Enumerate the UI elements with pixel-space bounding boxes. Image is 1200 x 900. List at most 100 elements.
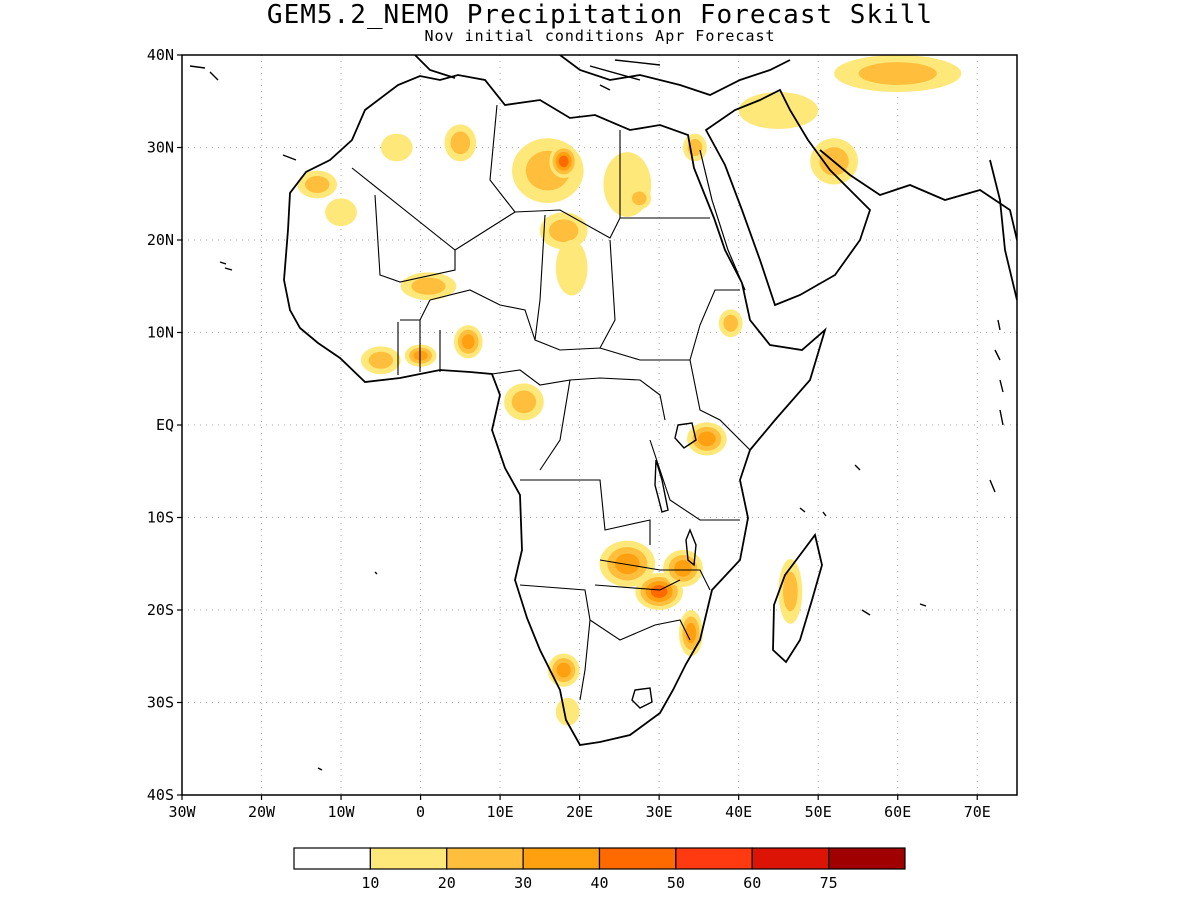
country-borders bbox=[351, 104, 751, 701]
skill-contour-1-1 bbox=[325, 198, 357, 227]
colorbar-box-0 bbox=[293, 847, 371, 870]
skill-contour-16-3 bbox=[698, 431, 716, 447]
skill-contour-13-3 bbox=[413, 350, 428, 361]
skill-region-22 bbox=[635, 573, 684, 610]
skill-contour-2-1 bbox=[380, 133, 413, 162]
skill-region-14 bbox=[453, 325, 483, 359]
axis-labels: 30W 20W 10W 0 10E 20E 30E 40E 50E 60E 70E 40N 30N 20N… bbox=[147, 46, 991, 821]
skill-contour-0-2 bbox=[304, 175, 330, 194]
skill-contour-9-2 bbox=[549, 219, 579, 243]
lon-label-6: 30E bbox=[646, 803, 673, 821]
lon-label-0: 30W bbox=[168, 803, 196, 821]
skill-region-12 bbox=[360, 346, 401, 375]
skill-region-0 bbox=[297, 170, 338, 199]
lon-label-4: 10E bbox=[487, 803, 514, 821]
lake-malawi bbox=[685, 528, 697, 567]
colorbar-label-4: 50 bbox=[667, 874, 685, 892]
lat-label-4: EQ bbox=[156, 416, 174, 434]
skill-contour-27-2 bbox=[783, 571, 798, 612]
colorbar-label-2: 30 bbox=[514, 874, 532, 892]
colorbar-box-6 bbox=[751, 847, 830, 870]
lake-victoria bbox=[674, 422, 697, 449]
skill-region-24 bbox=[679, 610, 703, 657]
skill-contour-25-3 bbox=[556, 662, 571, 678]
skill-contour-7-2 bbox=[631, 191, 647, 206]
skill-region-15 bbox=[504, 383, 544, 421]
skill-contour-26-1 bbox=[555, 697, 580, 726]
lon-label-1: 20W bbox=[248, 803, 276, 821]
plot-frame bbox=[181, 54, 1018, 796]
skill-region-9 bbox=[539, 212, 588, 250]
colorbar-box-7 bbox=[828, 847, 906, 870]
lat-label-0: 40N bbox=[147, 46, 174, 64]
lon-label-2: 10W bbox=[328, 803, 356, 821]
skill-region-25 bbox=[547, 653, 580, 687]
mediterranean-north-coastline bbox=[559, 55, 791, 96]
skill-region-1 bbox=[325, 198, 357, 227]
madagascar-coastline bbox=[772, 532, 823, 664]
skill-region-20 bbox=[834, 55, 962, 92]
skill-contour-12-2 bbox=[368, 351, 394, 369]
colorbar-box-2 bbox=[446, 847, 524, 870]
grid-lines bbox=[182, 55, 1017, 795]
lon-label-5: 20E bbox=[566, 803, 593, 821]
skill-contour-17-2 bbox=[723, 314, 739, 332]
skill-region-17 bbox=[718, 309, 743, 338]
lat-label-7: 30S bbox=[147, 694, 174, 712]
lat-label-3: 10N bbox=[147, 324, 174, 342]
lake-tanganyika bbox=[654, 459, 669, 513]
colorbar-label-0: 10 bbox=[361, 874, 379, 892]
skill-field bbox=[297, 55, 962, 726]
skill-contour-23-3 bbox=[674, 560, 692, 577]
skill-contour-21-3 bbox=[614, 553, 640, 575]
skill-contour-14-3 bbox=[461, 334, 475, 350]
skill-region-23 bbox=[663, 549, 703, 587]
lat-label-5: 10S bbox=[147, 509, 174, 527]
skill-region-26 bbox=[555, 697, 580, 726]
lat-label-2: 20N bbox=[147, 231, 174, 249]
persian-gulf-coastline bbox=[819, 149, 1017, 241]
lon-label-8: 50E bbox=[805, 803, 832, 821]
skill-region-18 bbox=[738, 92, 819, 129]
colorbar-label-1: 20 bbox=[438, 874, 456, 892]
colorbar-label-5: 60 bbox=[743, 874, 761, 892]
lon-label-7: 40E bbox=[725, 803, 752, 821]
skill-region-8 bbox=[683, 133, 707, 162]
colorbar-box-1 bbox=[369, 847, 448, 870]
skill-contour-3-2 bbox=[450, 131, 471, 155]
colorbar-box-4 bbox=[598, 847, 677, 870]
lon-label-9: 60E bbox=[884, 803, 911, 821]
lat-label-6: 20S bbox=[147, 601, 174, 619]
colorbar-box-3 bbox=[522, 847, 601, 870]
skill-contour-11-2 bbox=[411, 277, 446, 295]
lon-label-10: 70E bbox=[964, 803, 991, 821]
colorbar-box-5 bbox=[675, 847, 753, 870]
map-subtitle: Nov initial conditions Apr Forecast bbox=[424, 27, 776, 45]
lon-label-3: 0 bbox=[416, 803, 425, 821]
coastlines bbox=[189, 55, 1017, 771]
skill-region-2 bbox=[380, 133, 413, 162]
lat-label-1: 30N bbox=[147, 139, 174, 157]
skill-contour-15-2 bbox=[511, 390, 537, 414]
skill-region-13 bbox=[404, 344, 437, 367]
islands bbox=[189, 59, 1004, 771]
map-title: GEM5.2_NEMO Precipitation Forecast Skill bbox=[266, 0, 934, 30]
skill-region-21 bbox=[599, 540, 656, 587]
colorbar-label-3: 40 bbox=[590, 874, 608, 892]
colorbar-label-6: 75 bbox=[820, 874, 838, 892]
skill-region-5 bbox=[549, 144, 579, 179]
lat-label-8: 40S bbox=[147, 786, 174, 804]
skill-region-16 bbox=[686, 422, 727, 456]
skill-contour-10-1 bbox=[555, 240, 588, 296]
skill-region-3 bbox=[444, 124, 477, 162]
skill-contour-24-3 bbox=[685, 622, 697, 644]
iberia-coastline bbox=[414, 55, 456, 79]
colorbar: 10 20 30 40 50 60 75 bbox=[293, 847, 906, 892]
skill-region-10 bbox=[555, 240, 588, 296]
india-coastline bbox=[989, 159, 1017, 301]
skill-contour-18-1 bbox=[738, 92, 819, 129]
red-sea-coastline bbox=[699, 149, 746, 291]
lesotho-border bbox=[631, 687, 653, 709]
arabia-coastline bbox=[704, 88, 872, 307]
